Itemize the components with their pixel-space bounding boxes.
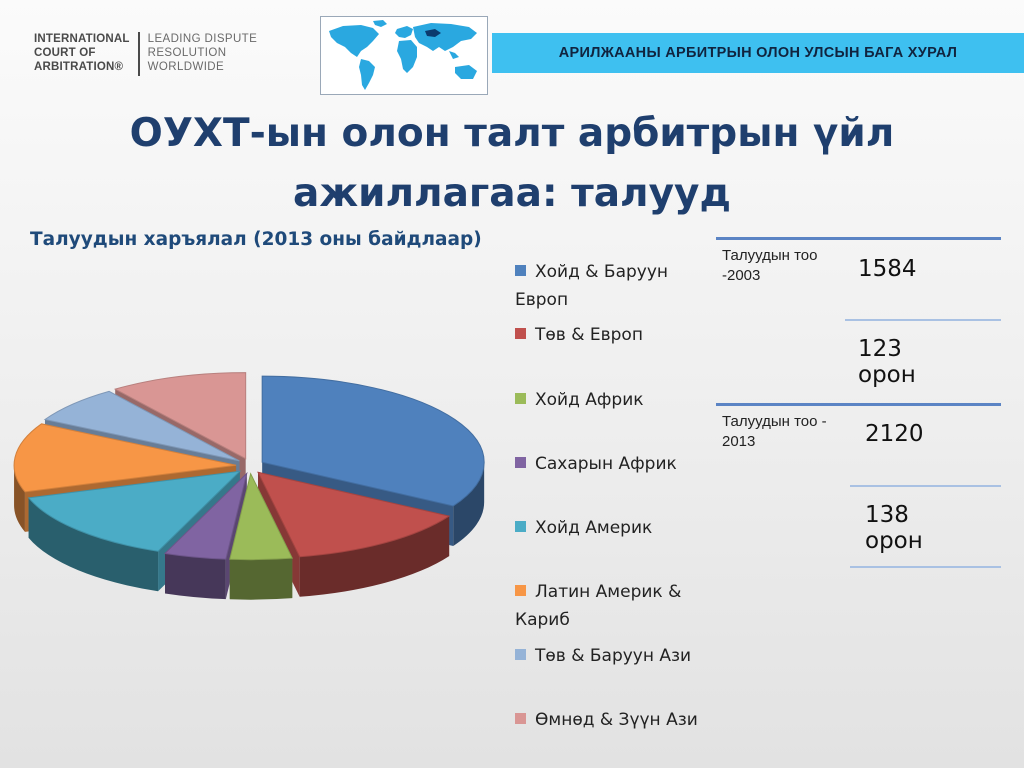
- logo-tagline-line: RESOLUTION: [147, 47, 227, 59]
- pie-slice-top: [163, 471, 248, 560]
- icc-logo: INTERNATIONAL COURT OF ARBITRATION® LEAD…: [34, 32, 257, 76]
- conference-banner: АРИЛЖААНЫ АРБИТРЫН ОЛОН УЛСЫН БАГА ХУРАЛ: [492, 33, 1024, 73]
- table-divider: [845, 319, 1001, 321]
- legend-swatch: [515, 649, 526, 660]
- legend-item: Латин Америк & Кариб: [515, 578, 725, 634]
- pie-slice-side: [14, 465, 25, 532]
- legend-item: Төв & Баруун Ази: [515, 642, 725, 670]
- legend-label: Төв & Баруун Ази: [535, 646, 692, 666]
- pie-slice-side: [165, 553, 226, 600]
- logo-right-text: LEADING DISPUTE RESOLUTION WORLDWIDE: [148, 32, 258, 74]
- table-divider: [716, 403, 1001, 406]
- legend-swatch: [515, 713, 526, 724]
- logo-line: COURT OF: [34, 47, 96, 59]
- stat-label-2013: Талуудын тоо - 2013: [722, 413, 827, 450]
- legend-swatch: [515, 457, 526, 468]
- table-divider: [716, 237, 1001, 240]
- pie-slice-side: [229, 558, 293, 600]
- legend-label: Хойд Америк: [535, 518, 653, 538]
- pie-slice: [229, 472, 294, 600]
- pie-slice-side: [299, 516, 450, 597]
- stat-label-2003: Талуудын тоо -2003: [722, 247, 818, 284]
- pie-slice-top: [229, 472, 294, 561]
- logo-line: ARBITRATION®: [34, 61, 124, 73]
- logo-left-text: INTERNATIONAL COURT OF ARBITRATION®: [34, 32, 130, 74]
- legend-swatch: [515, 521, 526, 532]
- logo-divider: [137, 32, 140, 76]
- stat-value-2013-countries: 138 орон: [865, 502, 923, 554]
- chart-subtitle: Талуудын харъялал (2013 оны байдлаар): [30, 229, 482, 250]
- logo-tagline-line: LEADING DISPUTE: [147, 33, 258, 45]
- legend-label: Төв & Европ: [535, 325, 643, 345]
- pie-slice-top: [113, 372, 247, 460]
- pie-slice-top: [257, 471, 451, 558]
- logo-line: INTERNATIONAL: [34, 33, 130, 45]
- legend-label: Хойд Африк: [535, 390, 644, 410]
- pie-slice-side: [453, 462, 485, 546]
- legend-label: Сахарын Африк: [535, 454, 677, 474]
- slide-title: ОУХТ-ын олон талт арбитрын үйл ажиллагаа…: [129, 111, 895, 216]
- legend-item: Хойд Африк: [515, 386, 725, 414]
- legend-item: Өмнөд & Зүүн Ази: [515, 706, 725, 734]
- legend-item: Хойд & Баруун Европ: [515, 258, 725, 314]
- stat-value-2013-parties: 2120: [865, 421, 924, 447]
- logo-tagline-line: WORLDWIDE: [147, 61, 225, 73]
- legend-item: Төв & Европ: [515, 321, 725, 349]
- world-map-icon: [320, 16, 488, 95]
- legend-swatch: [515, 265, 526, 276]
- pie-slice-top: [43, 390, 240, 462]
- pie-slice-top: [13, 423, 237, 493]
- legend-item: Сахарын Африк: [515, 450, 725, 478]
- table-divider: [850, 566, 1001, 568]
- legend-label: Латин Америк & Кариб: [515, 582, 682, 630]
- stat-value-2003-countries: 123 орон: [858, 336, 916, 388]
- pie-slice: [163, 471, 248, 600]
- pie-slice-top: [27, 470, 242, 552]
- legend-swatch: [515, 393, 526, 404]
- legend-item: Хойд Америк: [515, 514, 725, 542]
- pie-slice-side: [28, 497, 159, 592]
- table-divider: [850, 485, 1001, 487]
- stat-value-2003-parties: 1584: [858, 256, 917, 282]
- legend-label: Хойд & Баруун Европ: [515, 262, 669, 310]
- legend-swatch: [515, 328, 526, 339]
- legend-label: Өмнөд & Зүүн Ази: [535, 710, 698, 730]
- exploded-3d-pie-chart: [13, 372, 485, 600]
- legend-swatch: [515, 585, 526, 596]
- pie-slice-top: [261, 375, 485, 507]
